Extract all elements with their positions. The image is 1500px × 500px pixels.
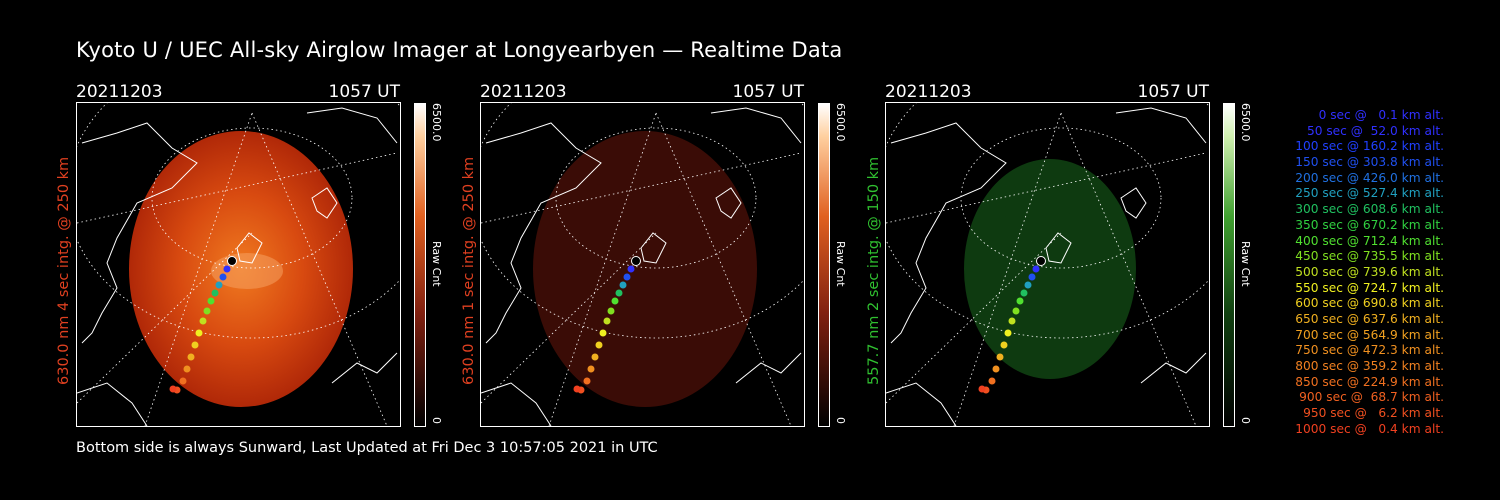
- panel-1-colorbar-unit: Raw Cnt: [430, 241, 443, 287]
- panel-3-colorbar-unit: Raw Cnt: [1239, 241, 1252, 287]
- panel-1-colorbar-min: 0: [430, 417, 443, 424]
- panel-3-image: [885, 102, 1210, 427]
- legend-item: 550 sec @ 724.7 km alt.: [1295, 280, 1444, 295]
- trajectory: [978, 256, 1046, 394]
- panel-3-date: 20211203: [885, 82, 972, 102]
- page-title: Kyoto U / UEC All-sky Airglow Imager at …: [76, 38, 843, 62]
- legend-item: 0 sec @ 0.1 km alt.: [1318, 108, 1444, 122]
- airglow-image-green: [964, 159, 1136, 379]
- legend-item: 200 sec @ 426.0 km alt.: [1295, 170, 1444, 185]
- map-grid: [886, 103, 1209, 426]
- panel-3-colorbar-max: 6500.0: [1239, 103, 1252, 142]
- legend-item: 400 sec @ 712.4 km alt.: [1295, 233, 1444, 248]
- map-grid: [481, 103, 804, 426]
- legend-item: 650 sec @ 637.6 km alt.: [1295, 311, 1444, 326]
- panel-1-colorbar-max: 6500.0: [430, 103, 443, 142]
- legend-item: 100 sec @ 160.2 km alt.: [1295, 139, 1444, 154]
- coastlines: [481, 107, 802, 426]
- coastlines: [77, 107, 398, 426]
- legend-item: 900 sec @ 68.7 km alt.: [1299, 390, 1444, 405]
- panel-3-colorbar: [1223, 103, 1235, 427]
- trajectory: [573, 256, 641, 394]
- legend-item: 500 sec @ 739.6 km alt.: [1295, 264, 1444, 279]
- footer-note: Bottom side is always Sunward, Last Upda…: [76, 440, 658, 456]
- trajectory: [169, 256, 237, 394]
- panel-2-colorbar-unit: Raw Cnt: [834, 241, 847, 287]
- panel-2-colorbar: [818, 103, 830, 427]
- legend-item: 800 sec @ 359.2 km alt.: [1295, 359, 1444, 373]
- legend-item: 450 sec @ 735.5 km alt.: [1295, 249, 1444, 264]
- legend-item: 350 sec @ 670.2 km alt.: [1295, 217, 1444, 232]
- legend-item: 950 sec @ 6.2 km alt.: [1303, 406, 1444, 421]
- panel-3-colorbar-min: 0: [1239, 417, 1252, 424]
- legend-item: 700 sec @ 564.9 km alt.: [1295, 327, 1444, 342]
- panel-2-colorbar-max: 6500.0: [834, 103, 847, 142]
- panel-1-image: [76, 102, 401, 427]
- panel-2-date: 20211203: [480, 82, 567, 102]
- panel-3-time: 1057 UT: [1137, 82, 1210, 102]
- coastlines: [886, 107, 1207, 426]
- map-grid: [77, 103, 400, 426]
- panel-1-time: 1057 UT: [328, 82, 401, 102]
- legend-item: 250 sec @ 527.4 km alt.: [1295, 186, 1444, 201]
- legend-item: 750 sec @ 472.3 km alt.: [1295, 343, 1444, 358]
- trajectory-legend: 0 sec @ 0.1 km alt. 50 sec @ 52.0 km alt…: [1262, 108, 1444, 437]
- panel-1-map: [77, 103, 400, 426]
- legend-item: 850 sec @ 224.9 km alt.: [1295, 374, 1444, 389]
- panel-3-side-label: 557.7 nm 2 sec intg. @ 150 km: [866, 156, 882, 385]
- panel-3-map: [886, 103, 1209, 426]
- panel-2-colorbar-min: 0: [834, 417, 847, 424]
- panel-2-side-label: 630.0 nm 1 sec intg. @ 250 km: [461, 156, 477, 385]
- panel-2-time: 1057 UT: [732, 82, 805, 102]
- panel-1-date: 20211203: [76, 82, 163, 102]
- legend-item: 150 sec @ 303.8 km alt.: [1295, 155, 1444, 170]
- panel-2-image: [480, 102, 805, 427]
- legend-item: 1000 sec @ 0.4 km alt.: [1295, 421, 1444, 436]
- legend-item: 50 sec @ 52.0 km alt.: [1306, 123, 1444, 138]
- panel-1-colorbar: [414, 103, 426, 427]
- airglow-image-red-dim: [533, 131, 757, 407]
- panel-1-side-label: 630.0 nm 4 sec intg. @ 250 km: [56, 156, 72, 385]
- panel-2-map: [481, 103, 804, 426]
- legend-item: 600 sec @ 690.8 km alt.: [1295, 296, 1444, 311]
- legend-item: 300 sec @ 608.6 km alt.: [1295, 202, 1444, 217]
